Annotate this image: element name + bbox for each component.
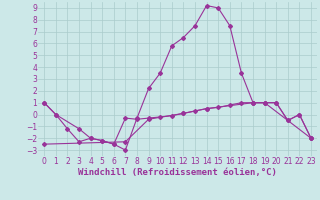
X-axis label: Windchill (Refroidissement éolien,°C): Windchill (Refroidissement éolien,°C) xyxy=(78,168,277,177)
